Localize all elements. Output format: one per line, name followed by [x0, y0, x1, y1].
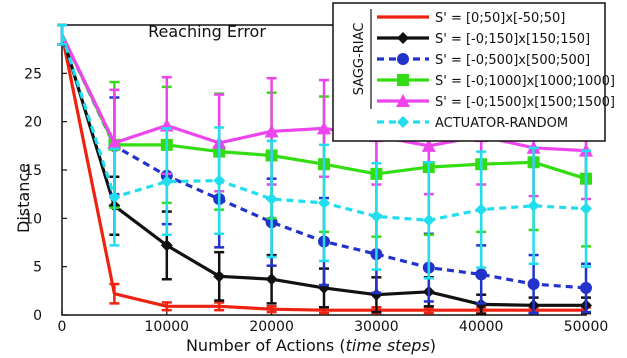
data-point: [160, 239, 173, 252]
data-point: [475, 203, 488, 216]
legend-swatch-marker: [397, 116, 409, 128]
x-tick-label: 10000: [145, 319, 190, 335]
data-point: [580, 202, 592, 215]
x-tick-label: 0: [58, 319, 67, 335]
y-axis-label: Distance: [14, 163, 33, 233]
data-point: [213, 270, 226, 283]
data-point: [475, 268, 488, 281]
legend-swatch-marker: [397, 53, 409, 65]
legend-entry-label: S' = [-0;1500]x[1500;1500]: [435, 95, 615, 110]
x-tick-label: 30000: [354, 319, 399, 335]
y-tick-label: 20: [24, 115, 42, 131]
x-tick-label: 50000: [564, 319, 609, 335]
legend-entry-label: S' = [-0;1000]x[1000;1000]: [435, 74, 615, 89]
data-point: [580, 281, 592, 294]
data-point: [107, 135, 122, 149]
data-point: [265, 273, 278, 286]
y-tick-label: 0: [33, 308, 42, 324]
data-point: [318, 196, 330, 209]
data-point: [108, 191, 121, 204]
legend-entry-label: S' = [0;50]x[-50;50]: [435, 11, 565, 26]
legend-entry-label: ACTUATOR-RANDOM: [435, 116, 568, 131]
legend: SAGG-RIAC S' = [0;50]x[-50;50] S' = [-0;15…: [332, 2, 615, 142]
y-tick-label: 15: [24, 163, 42, 179]
legend-swatch-marker: [396, 94, 410, 107]
legend-group-label: SAGG-RIAC: [352, 23, 367, 96]
data-point: [317, 121, 331, 135]
data-point: [527, 199, 540, 212]
data-point: [370, 210, 383, 223]
x-tick-label: 40000: [459, 319, 504, 335]
data-point: [422, 214, 435, 227]
series-6: [57, 23, 592, 280]
data-point: [421, 138, 436, 152]
legend-entry-label: S' = [-0;500]x[500;500]: [435, 53, 590, 68]
legend-box: [332, 2, 606, 142]
x-axis-label: Number of Actions (time steps): [186, 336, 436, 355]
data-point: [264, 124, 279, 138]
data-point: [527, 278, 540, 291]
y-tick-label: 5: [33, 260, 42, 276]
data-point: [160, 175, 173, 188]
x-tick-label: 20000: [249, 319, 294, 335]
y-tick-label: 25: [24, 66, 42, 82]
data-point: [265, 193, 278, 205]
series-line: [60, 34, 586, 312]
chart-title: Reaching Error: [148, 22, 266, 41]
legend-swatch-marker: [397, 32, 409, 44]
legend-swatch-marker: [397, 74, 409, 86]
data-point: [213, 174, 226, 187]
y-tick-label: 10: [24, 211, 42, 227]
legend-entry-label: S' = [-0;150]x[150;150]: [435, 32, 590, 47]
